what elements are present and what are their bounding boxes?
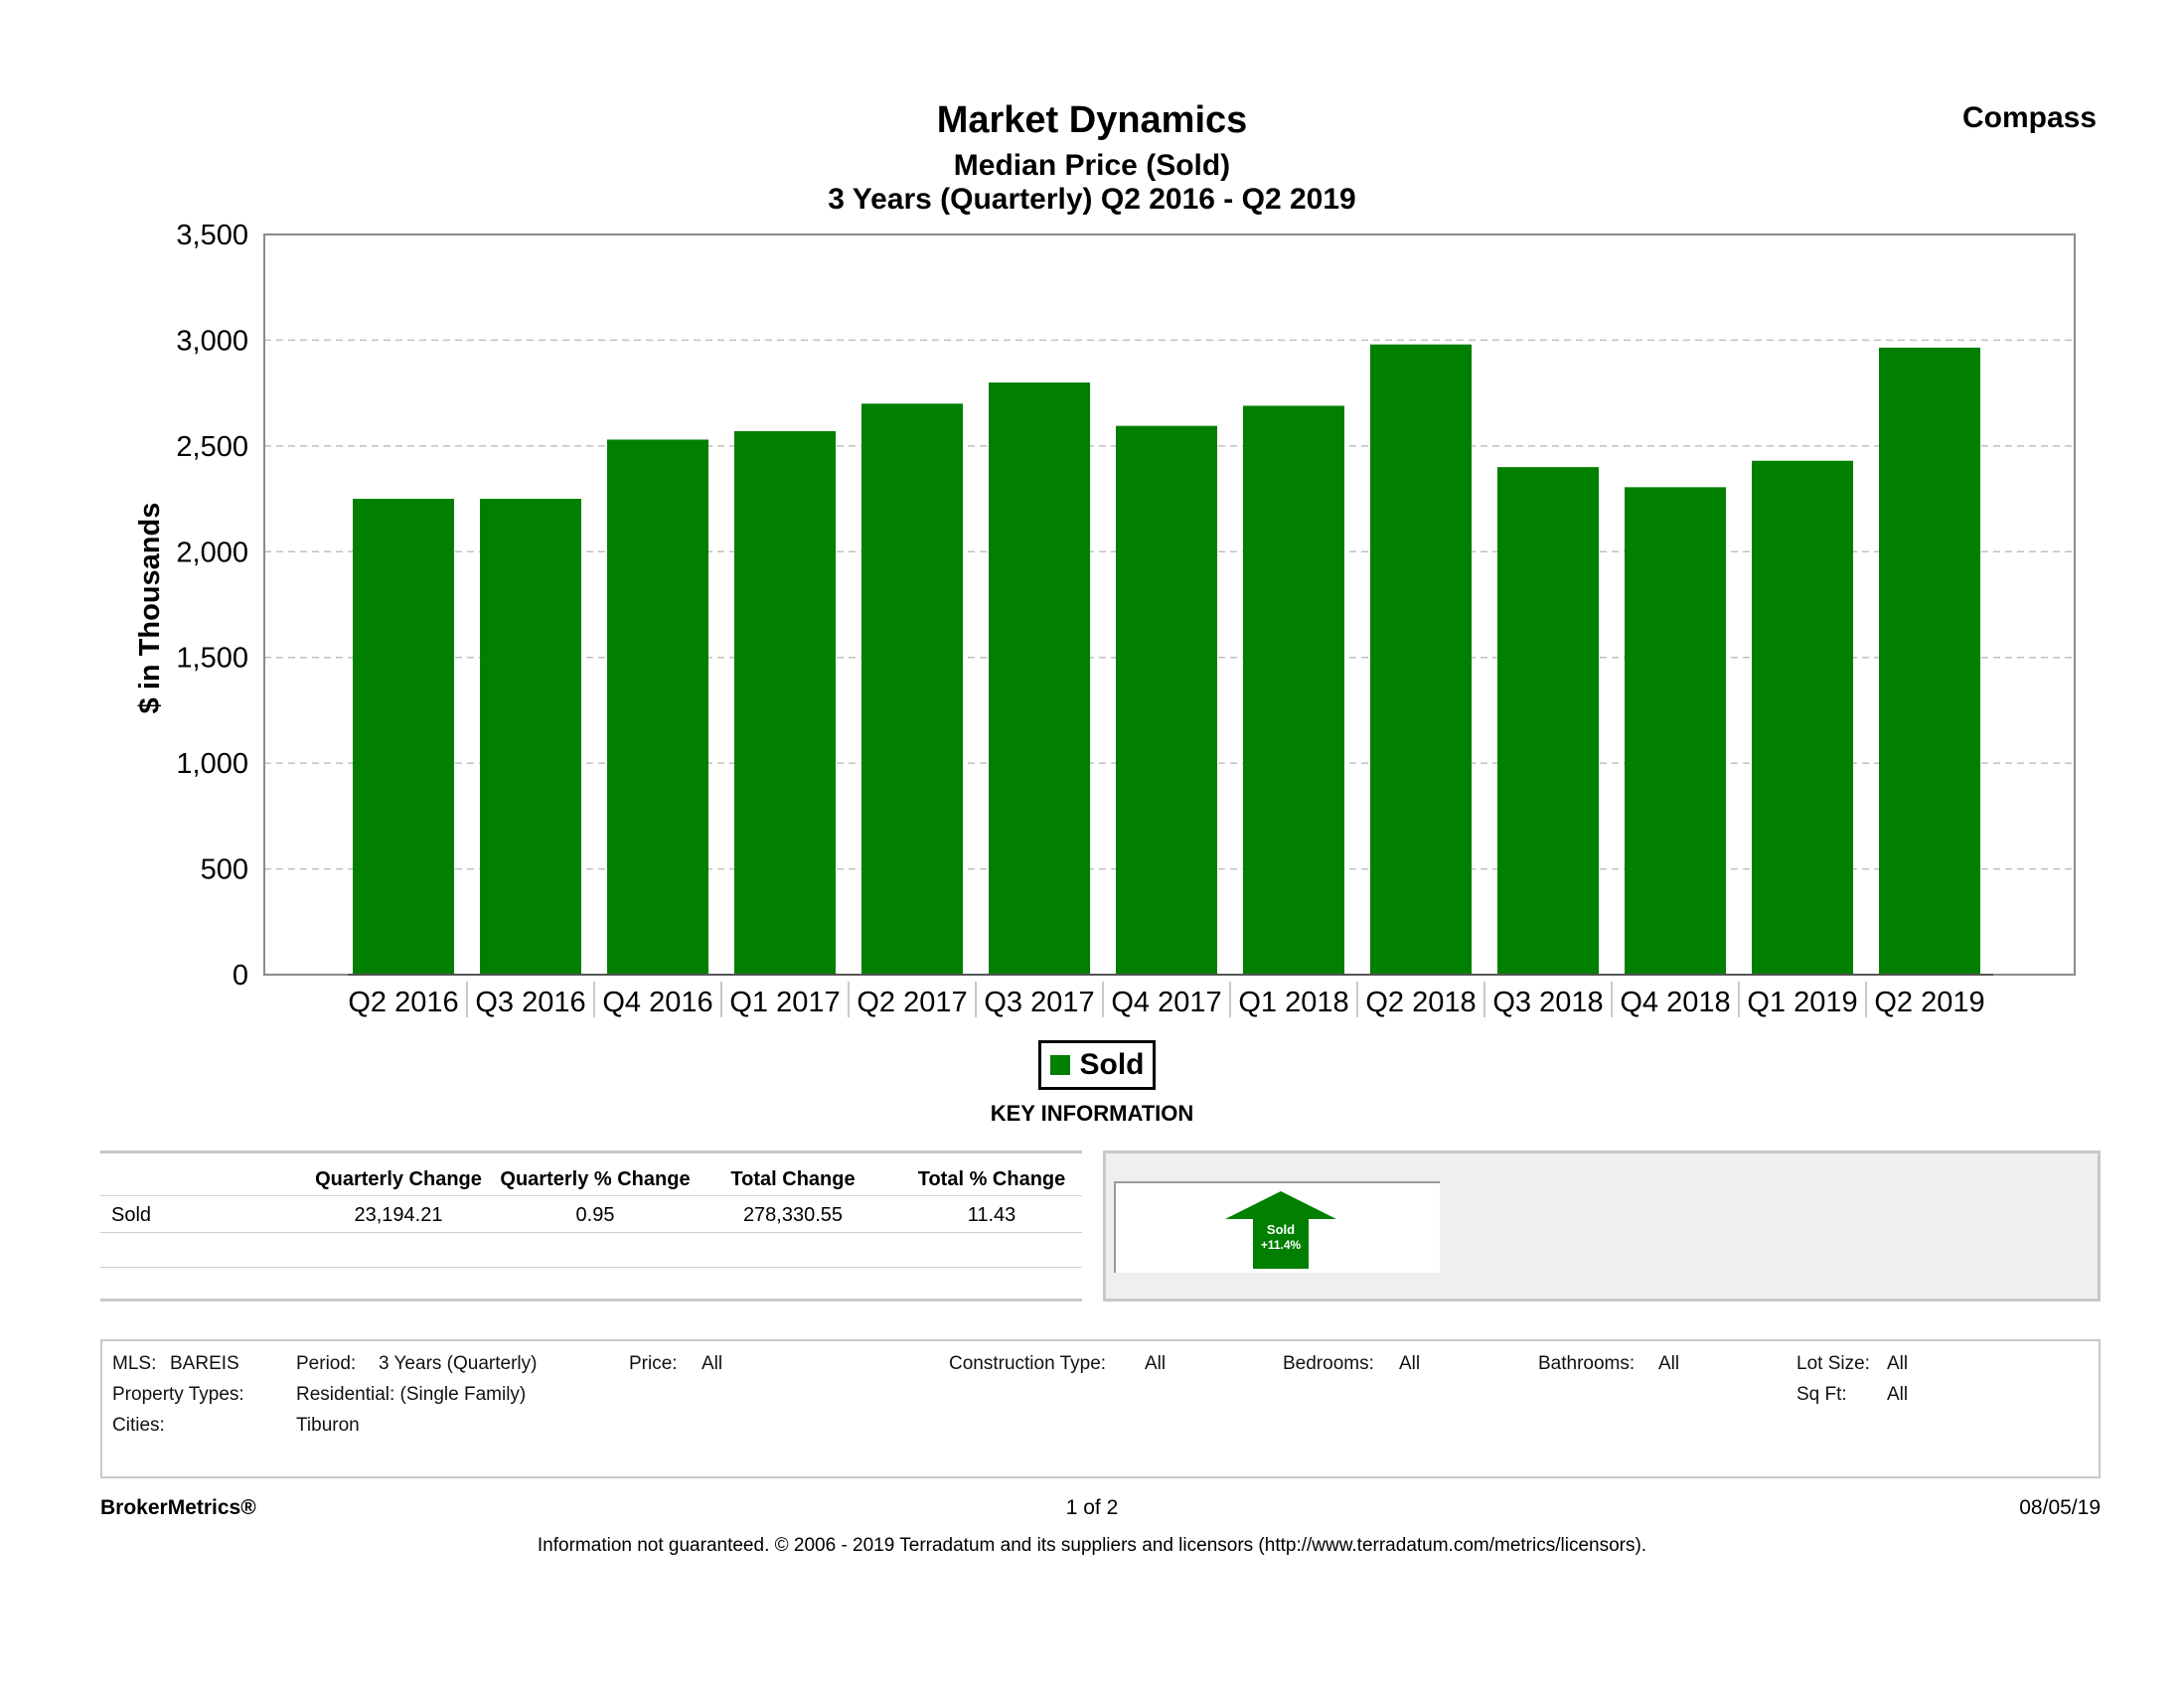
key-information-heading: KEY INFORMATION: [990, 1101, 1194, 1126]
bedrooms-label: Bedrooms:: [1283, 1353, 1374, 1374]
header-quarterly-pct-change: Quarterly % Change: [500, 1168, 691, 1190]
disclaimer: Information not guaranteed. © 2006 - 201…: [537, 1535, 1647, 1556]
bathrooms-label: Bathrooms:: [1538, 1353, 1636, 1374]
legend-swatch-sold: [1049, 1055, 1070, 1075]
y-tick-label: 3,000: [176, 325, 248, 357]
y-tick-label: 2,000: [176, 537, 248, 568]
table-row-rule: [100, 1267, 1082, 1268]
bar-q2-2018: [1370, 344, 1472, 976]
badge-label: Sold: [1267, 1222, 1295, 1237]
bar-q1-2017: [734, 430, 836, 975]
bar-q3-2017: [989, 383, 1090, 975]
table-bottom-rule: [100, 1299, 1082, 1302]
y-tick-label: 500: [201, 854, 248, 886]
x-tick-label: Q4 2016: [602, 987, 712, 1018]
x-tick-label: Q3 2018: [1492, 987, 1603, 1018]
period-label: Period:: [296, 1353, 357, 1374]
table-row-rule: [100, 1232, 1082, 1233]
badge-change: +11.4%: [1261, 1238, 1302, 1252]
property-types-value: Residential: (Single Family): [296, 1384, 527, 1405]
header-quarterly-change: Quarterly Change: [315, 1168, 482, 1190]
y-tick-label: 1,500: [176, 643, 248, 675]
brand-name: Compass: [1961, 101, 2097, 134]
chart-period-subtitle: 3 Years (Quarterly) Q2 2016 - Q2 2019: [828, 183, 1356, 216]
y-axis-label: $ in Thousands: [134, 503, 166, 714]
legend-label-sold: Sold: [1079, 1048, 1145, 1081]
y-tick-label: 1,000: [176, 748, 248, 780]
chart-legend: Sold: [1038, 1040, 1156, 1090]
chart-subtitle: Median Price (Sold): [953, 149, 1231, 182]
key-information-table: Quarterly Change Quarterly % Change Tota…: [100, 1151, 1082, 1302]
period-value: 3 Years (Quarterly): [379, 1353, 538, 1374]
header-total-pct-change: Total % Change: [917, 1168, 1066, 1190]
cities-value: Tiburon: [296, 1415, 360, 1436]
x-tick-label: Q4 2018: [1620, 987, 1730, 1018]
page-number: 1 of 2: [1065, 1496, 1119, 1519]
mls-label: MLS:: [112, 1353, 157, 1374]
lot-size-value: All: [1887, 1353, 1909, 1374]
bar-q2-2019: [1879, 347, 1980, 976]
footer-brand: BrokerMetrics®: [100, 1496, 256, 1519]
value-quarterly-change: 23,194.21: [354, 1204, 443, 1226]
cities-label: Cities:: [112, 1415, 165, 1436]
bar-q2-2017: [861, 403, 963, 975]
y-tick-label: 3,500: [176, 220, 248, 251]
sq-ft-label: Sq Ft:: [1796, 1384, 1847, 1405]
value-total-change: 278,330.55: [742, 1204, 844, 1226]
report-criteria: MLS: BAREIS Period: 3 Years (Quarterly) …: [100, 1339, 2101, 1478]
bar-q4-2018: [1625, 487, 1726, 975]
x-tick-label: Q1 2017: [729, 987, 840, 1018]
table-header-rule: [100, 1195, 1082, 1196]
bar-q1-2019: [1752, 460, 1853, 975]
x-tick-label: Q4 2017: [1111, 987, 1221, 1018]
construction-type-value: All: [1145, 1353, 1167, 1374]
x-tick-label: Q1 2019: [1747, 987, 1857, 1018]
plot-frame: [263, 233, 2076, 976]
chart-title: Market Dynamics: [936, 99, 1248, 141]
x-tick-label: Q3 2016: [475, 987, 585, 1018]
lot-size-label: Lot Size:: [1796, 1353, 1870, 1374]
bar-q3-2016: [480, 499, 581, 975]
change-badge-card: Sold +11.4%: [1114, 1181, 1440, 1273]
table-top-rule: [100, 1151, 1082, 1153]
x-tick-label: Q2 2019: [1874, 987, 1984, 1018]
bar-q2-2016: [353, 499, 454, 975]
y-tick-labels: 0 500 1,000 1,500 2,000 2,500 3,000 3,500: [176, 220, 248, 992]
x-tick-label: Q2 2018: [1365, 987, 1476, 1018]
x-tick-label: Q2 2016: [348, 987, 458, 1018]
mls-value: BAREIS: [170, 1353, 239, 1374]
bar-chart: 0 500 1,000 1,500 2,000 2,500 3,000 3,500 Q2 20…: [134, 220, 2076, 1018]
price-value: All: [702, 1353, 723, 1374]
bar-q1-2018: [1243, 405, 1344, 975]
x-tick-label: Q3 2017: [984, 987, 1094, 1018]
value-total-pct-change: 11.43: [967, 1204, 1016, 1226]
bar-q4-2016: [607, 439, 708, 975]
up-arrow-icon: Sold +11.4%: [1225, 1191, 1336, 1269]
header-total-change: Total Change: [730, 1168, 856, 1190]
property-types-label: Property Types:: [112, 1384, 244, 1405]
bathrooms-value: All: [1658, 1353, 1680, 1374]
bars: [353, 344, 1980, 976]
y-tick-label: 2,500: [176, 431, 248, 463]
construction-type-label: Construction Type:: [949, 1353, 1107, 1374]
up-arrow-shape: [1225, 1191, 1336, 1269]
report-date: 08/05/19: [2019, 1496, 2101, 1519]
bedrooms-value: All: [1399, 1353, 1421, 1374]
x-tick-labels: Q2 2016 Q3 2016 Q4 2016 Q1 2017 Q2 2017 Q3 20…: [348, 982, 1985, 1018]
x-tick-label: Q1 2018: [1238, 987, 1348, 1018]
row-label-sold: Sold: [111, 1204, 152, 1226]
y-tick-label: 0: [233, 960, 248, 992]
bar-q4-2017: [1116, 425, 1217, 975]
change-badge-panel: Sold +11.4%: [1103, 1151, 2101, 1302]
x-tick-label: Q2 2017: [857, 987, 967, 1018]
price-label: Price:: [629, 1353, 678, 1374]
value-quarterly-pct-change: 0.95: [575, 1204, 615, 1226]
sq-ft-value: All: [1887, 1384, 1909, 1405]
bar-q3-2018: [1497, 467, 1599, 975]
